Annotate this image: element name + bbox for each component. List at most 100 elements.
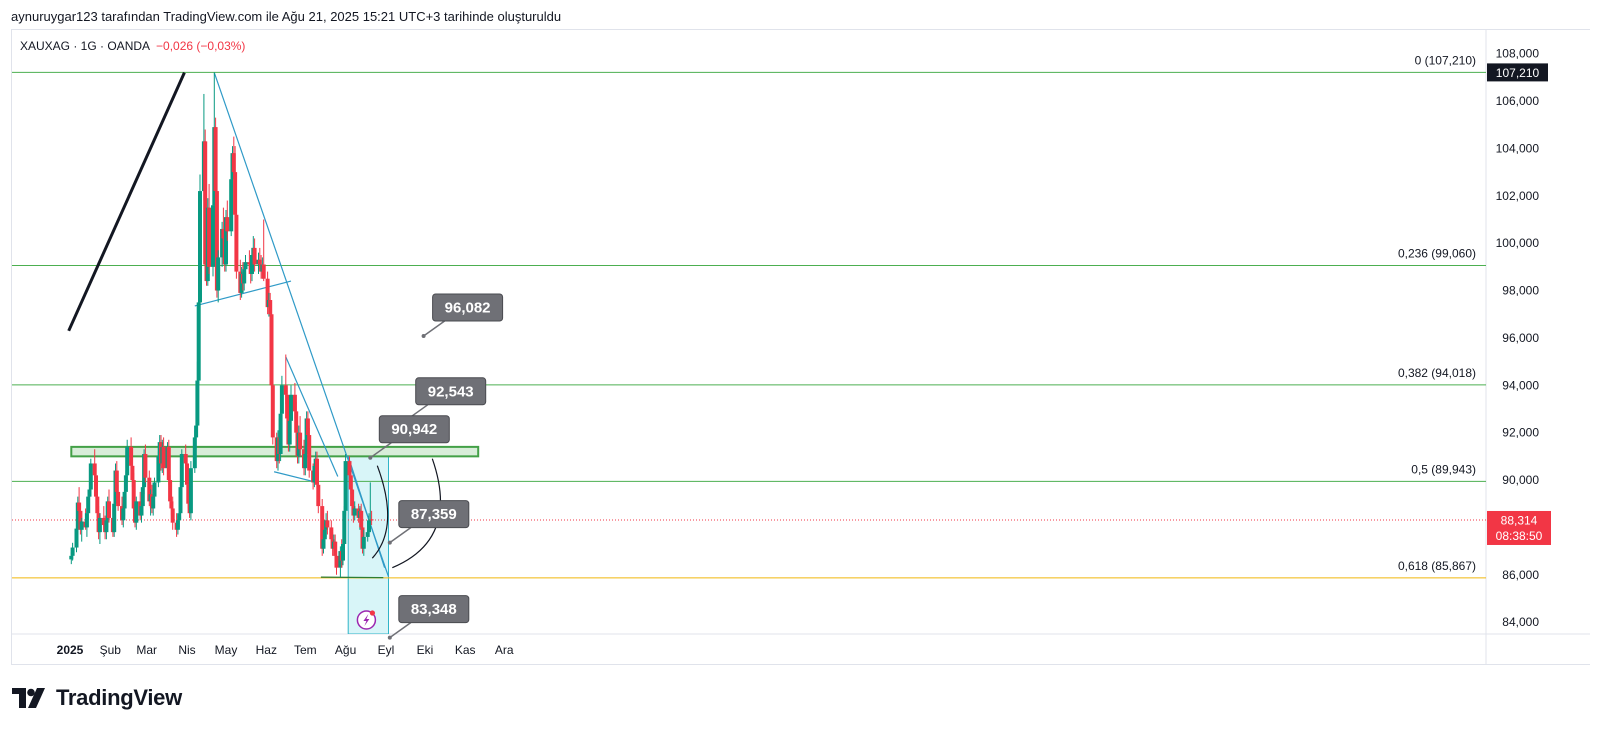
candle[interactable] — [233, 146, 238, 225]
candle[interactable] — [140, 482, 145, 514]
price-callout[interactable]: 96,082 — [421, 293, 504, 338]
candle[interactable] — [342, 506, 347, 552]
candle-body — [304, 418, 309, 454]
trendline-long-uptrend[interactable] — [67, 72, 186, 332]
candle[interactable] — [156, 451, 161, 488]
candle[interactable] — [114, 461, 119, 497]
candle[interactable] — [289, 385, 293, 428]
candle[interactable] — [92, 449, 97, 481]
candle[interactable] — [203, 129, 208, 272]
price-callout[interactable]: 87,359 — [387, 500, 470, 545]
x-tick-label: Eyl — [378, 643, 395, 657]
candle-body — [183, 453, 188, 464]
candle[interactable] — [134, 496, 139, 530]
candle[interactable] — [348, 463, 353, 495]
candle-body — [231, 153, 236, 173]
fib-level-label: 0,236 (99,060) — [1398, 246, 1476, 260]
candle-body — [175, 520, 180, 530]
candle[interactable] — [278, 406, 283, 462]
candle[interactable] — [170, 496, 175, 530]
candle[interactable] — [178, 482, 183, 518]
candle[interactable] — [334, 548, 339, 575]
candle[interactable] — [352, 501, 357, 521]
candle[interactable] — [269, 307, 274, 391]
candle[interactable] — [361, 529, 366, 556]
price-callout[interactable]: 90,942 — [368, 415, 450, 460]
candle-body — [170, 508, 175, 523]
trendline-flag-base[interactable] — [194, 280, 292, 307]
candle-body — [211, 205, 215, 267]
candle[interactable] — [213, 117, 218, 203]
candle-body — [247, 262, 252, 265]
candle[interactable] — [229, 172, 234, 237]
candle[interactable] — [188, 461, 193, 521]
symbol-text[interactable]: XAUXAG · 1G · OANDA — [20, 39, 151, 53]
candle[interactable] — [166, 439, 171, 485]
candle[interactable] — [343, 453, 348, 516]
candle[interactable] — [125, 439, 130, 483]
high-price-badge[interactable] — [1487, 63, 1548, 82]
candle-body — [134, 501, 139, 523]
candle[interactable] — [112, 498, 117, 537]
symbol-legend[interactable]: XAUXAG · 1G · OANDA −0,026 (−0,03%) — [20, 39, 245, 53]
candle[interactable] — [315, 451, 319, 490]
candle-body — [104, 520, 109, 533]
candle[interactable] — [179, 449, 184, 495]
candle[interactable] — [161, 437, 166, 476]
candle[interactable] — [168, 475, 173, 507]
candle[interactable] — [143, 444, 148, 483]
candle[interactable] — [307, 427, 312, 478]
trendline-second-downtrend[interactable] — [285, 356, 339, 477]
price-callout[interactable]: 83,348 — [387, 595, 470, 640]
y-tick-label: 102,000 — [1496, 189, 1540, 203]
lightning-icon[interactable] — [356, 610, 377, 630]
candle[interactable] — [70, 542, 75, 561]
candle[interactable] — [225, 200, 230, 241]
candle[interactable] — [270, 378, 275, 445]
y-tick-label: 98,000 — [1502, 284, 1539, 298]
y-tick-label: 92,000 — [1502, 426, 1539, 440]
callout-pointer — [423, 320, 446, 337]
candle[interactable] — [84, 510, 89, 537]
callout-label: 83,348 — [411, 601, 457, 618]
candle[interactable] — [74, 525, 79, 553]
candle[interactable] — [261, 219, 266, 282]
trendline-second-base[interactable] — [273, 471, 318, 483]
candle[interactable] — [116, 484, 121, 511]
candle-body — [79, 521, 84, 530]
candle[interactable] — [367, 513, 371, 537]
candle[interactable] — [207, 183, 212, 274]
hand-drawn-arc[interactable] — [371, 465, 389, 559]
candle[interactable] — [369, 510, 374, 526]
candle[interactable] — [88, 458, 93, 497]
candle-body — [334, 555, 339, 568]
candle[interactable] — [152, 477, 157, 504]
candle[interactable] — [131, 472, 136, 514]
candle[interactable] — [107, 489, 111, 523]
candle[interactable] — [196, 295, 201, 386]
tradingview-brand[interactable]: TradingView — [12, 685, 182, 710]
candle[interactable] — [325, 510, 330, 535]
candle[interactable] — [298, 416, 303, 457]
y-tick-label: 100,000 — [1496, 236, 1540, 250]
candle[interactable] — [185, 456, 189, 490]
candle[interactable] — [252, 238, 257, 272]
candle[interactable] — [79, 517, 84, 542]
candle-body — [352, 508, 357, 516]
candle[interactable] — [198, 174, 202, 308]
callout-box — [398, 500, 470, 529]
candle[interactable] — [97, 513, 102, 544]
candle-body — [279, 385, 284, 414]
candle[interactable] — [186, 477, 191, 509]
x-tick-label: Şub — [100, 643, 122, 657]
candle[interactable] — [95, 487, 100, 518]
last-price-badge[interactable] — [1487, 510, 1551, 545]
candle[interactable] — [243, 255, 248, 279]
candle[interactable] — [234, 202, 239, 279]
candle-body — [312, 465, 317, 483]
candle[interactable] — [316, 477, 321, 514]
price-callout[interactable]: 92,543 — [404, 377, 487, 422]
candle[interactable] — [216, 250, 221, 303]
candle[interactable] — [279, 375, 284, 421]
